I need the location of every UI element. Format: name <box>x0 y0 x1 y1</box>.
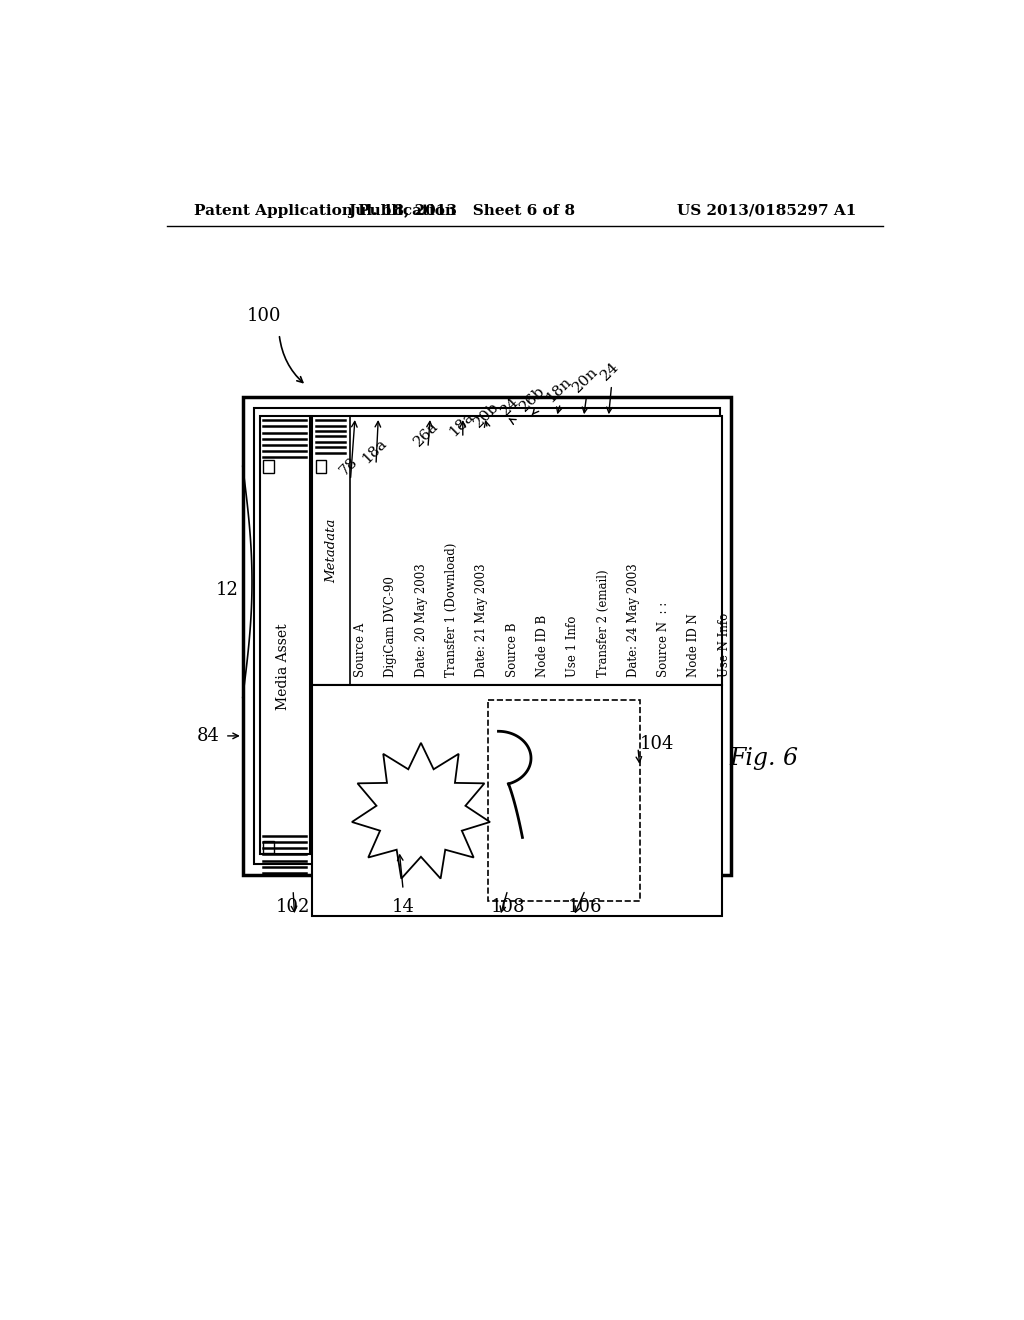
Bar <box>315 461 327 473</box>
Text: 14: 14 <box>392 898 415 916</box>
Text: 100: 100 <box>247 308 281 325</box>
Text: 26b: 26b <box>517 383 548 414</box>
Text: Jul. 18, 2013   Sheet 6 of 8: Jul. 18, 2013 Sheet 6 of 8 <box>348 203 574 218</box>
Text: US 2013/0185297 A1: US 2013/0185297 A1 <box>677 203 856 218</box>
Bar <box>254 408 720 863</box>
Text: Source B: Source B <box>506 623 518 677</box>
Text: Patent Application Publication: Patent Application Publication <box>194 203 456 218</box>
Text: 108: 108 <box>490 898 525 916</box>
Text: 24: 24 <box>598 359 622 383</box>
Text: 102: 102 <box>275 898 310 916</box>
Text: Source N  : :: Source N : : <box>657 602 670 677</box>
Text: 78: 78 <box>337 454 360 478</box>
Polygon shape <box>352 743 490 879</box>
Text: Date: 20 May 2003: Date: 20 May 2003 <box>415 564 428 677</box>
Text: Media Asset: Media Asset <box>276 623 290 710</box>
Text: 84: 84 <box>197 727 219 744</box>
Text: 106: 106 <box>568 898 602 916</box>
Text: 12: 12 <box>216 581 239 598</box>
Text: 26a: 26a <box>412 418 441 449</box>
Text: 18n: 18n <box>544 374 574 405</box>
Text: 20n: 20n <box>570 364 601 396</box>
Text: Date: 21 May 2003: Date: 21 May 2003 <box>475 564 488 677</box>
Text: Date: 24 May 2003: Date: 24 May 2003 <box>627 564 640 677</box>
Text: Fig. 6: Fig. 6 <box>729 747 798 771</box>
Bar <box>312 685 722 916</box>
Text: Node ID B: Node ID B <box>536 615 549 677</box>
Bar <box>260 416 310 854</box>
Text: Source A: Source A <box>354 623 367 677</box>
Text: 24: 24 <box>499 395 522 418</box>
Text: Use N Info: Use N Info <box>718 612 731 677</box>
Bar <box>263 841 273 853</box>
Text: Use 1 Info: Use 1 Info <box>566 616 580 677</box>
Text: Transfer 2 (email): Transfer 2 (email) <box>597 570 609 677</box>
Bar <box>263 461 273 473</box>
Bar <box>312 416 722 685</box>
Text: DigiCam DVC-90: DigiCam DVC-90 <box>384 577 397 677</box>
Text: 104: 104 <box>640 735 674 752</box>
Text: 20b: 20b <box>471 400 502 430</box>
Text: 18a: 18a <box>446 409 476 440</box>
Bar <box>488 701 640 900</box>
Bar <box>243 397 731 874</box>
Text: Transfer 1 (Download): Transfer 1 (Download) <box>445 543 458 677</box>
Text: Metadata: Metadata <box>326 519 338 582</box>
Text: 18a: 18a <box>359 436 389 466</box>
Text: Node ID N: Node ID N <box>687 614 700 677</box>
